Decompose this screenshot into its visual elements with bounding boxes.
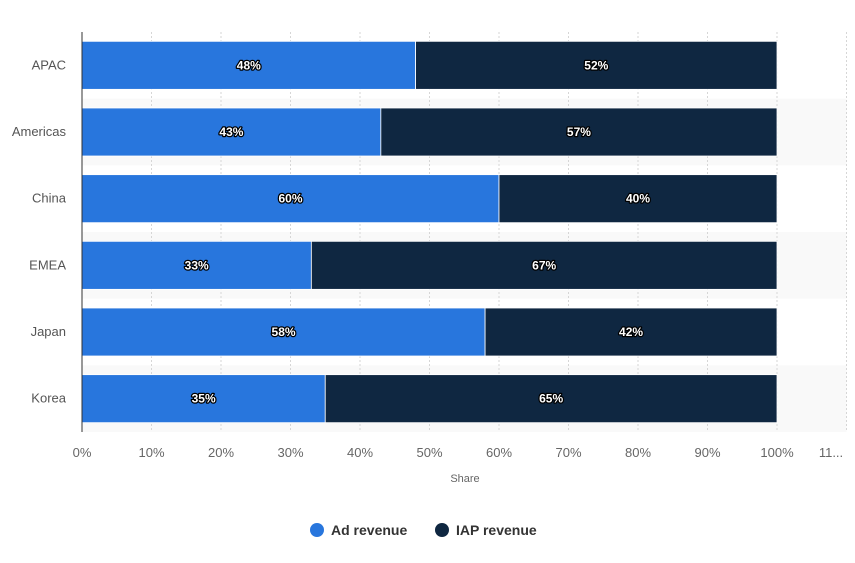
data-label: 57% — [567, 125, 591, 139]
x-tick-label: 70% — [555, 445, 581, 460]
bar-ad — [81, 240, 312, 290]
bar-iap — [498, 174, 778, 224]
bar-iap — [310, 240, 778, 290]
category-label: Japan — [31, 324, 66, 339]
data-label: 65% — [539, 392, 563, 406]
x-tick-label: 40% — [347, 445, 373, 460]
data-label: 52% — [584, 58, 608, 72]
x-tick-label: 30% — [277, 445, 303, 460]
legend-label: Ad revenue — [331, 522, 407, 538]
legend-marker — [310, 523, 324, 537]
data-label: 48% — [237, 58, 261, 72]
bar-iap — [484, 307, 778, 357]
x-tick-label: 11... — [819, 445, 843, 460]
data-label: 43% — [219, 125, 243, 139]
bar-ad — [81, 374, 326, 424]
data-label: 40% — [626, 192, 650, 206]
category-label: China — [32, 191, 67, 206]
category-label: Korea — [31, 391, 66, 406]
x-tick-label: 0% — [73, 445, 92, 460]
bar-ad — [81, 174, 500, 224]
bar-iap — [415, 40, 778, 90]
data-label: 67% — [532, 258, 556, 272]
x-tick-label: 10% — [138, 445, 164, 460]
bar-iap — [324, 374, 778, 424]
bar-iap — [380, 107, 778, 157]
x-tick-label: 100% — [760, 445, 794, 460]
x-tick-label: 80% — [625, 445, 651, 460]
data-label: 58% — [272, 325, 296, 339]
x-tick-label: 50% — [416, 445, 442, 460]
category-label: Americas — [12, 124, 67, 139]
bar-ad — [81, 107, 382, 157]
x-tick-label: 20% — [208, 445, 234, 460]
bar-ad — [81, 307, 486, 357]
data-label: 60% — [278, 192, 302, 206]
x-tick-label: 60% — [486, 445, 512, 460]
legend-marker — [435, 523, 449, 537]
bar-ad — [81, 40, 417, 90]
x-tick-label: 90% — [694, 445, 720, 460]
category-label: EMEA — [29, 257, 66, 272]
data-label: 42% — [619, 325, 643, 339]
data-label: 35% — [192, 392, 216, 406]
x-axis-title: Share — [450, 473, 479, 485]
category-label: APAC — [32, 57, 66, 72]
data-label: 33% — [185, 258, 209, 272]
legend-label: IAP revenue — [456, 522, 537, 538]
